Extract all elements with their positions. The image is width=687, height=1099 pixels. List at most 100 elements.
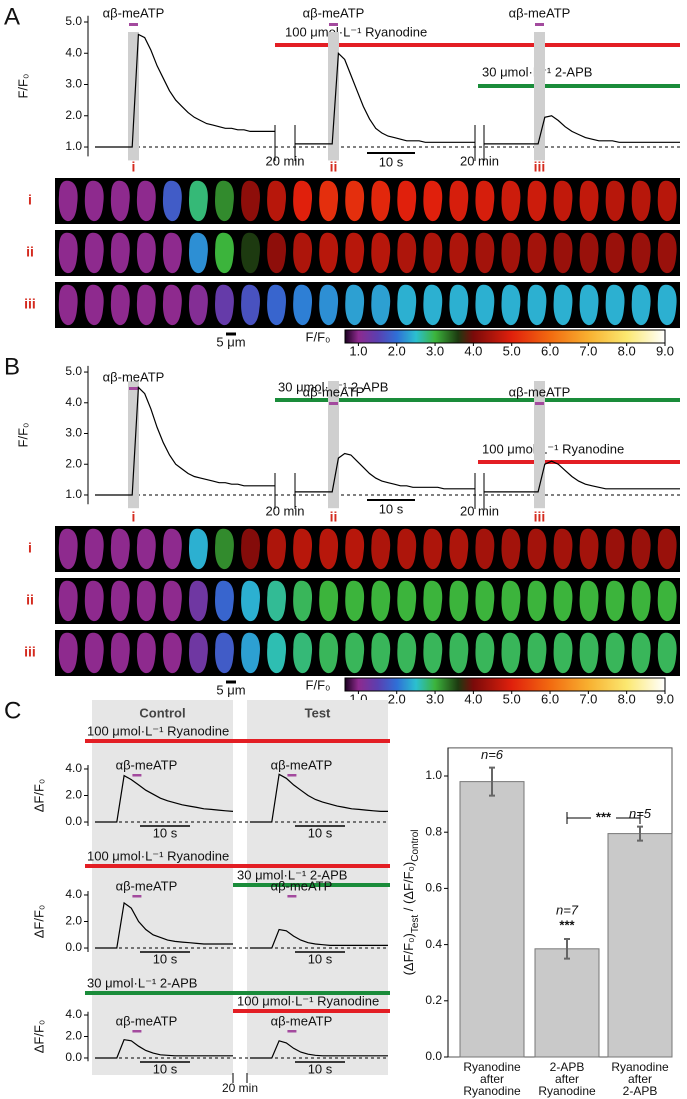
panel-label: B xyxy=(4,353,20,380)
cell-frame xyxy=(371,284,391,326)
y-axis-label: F/F₀ xyxy=(15,423,30,448)
cell-frame xyxy=(58,232,78,274)
x-tick-label: Ryanodine xyxy=(611,1060,669,1074)
cell-frame xyxy=(188,632,208,674)
cell-frame xyxy=(162,528,182,570)
strip-row-label: iii xyxy=(24,644,36,660)
cell-frame xyxy=(110,180,130,222)
cell-frame xyxy=(397,284,417,326)
cell-frame xyxy=(475,232,495,274)
y-tick-label: 4.0 xyxy=(65,887,82,901)
trace xyxy=(295,51,475,145)
y-tick-label: 2.0 xyxy=(65,914,82,928)
y-axis-label-part: Control xyxy=(410,829,421,861)
time-scalebar-label: 10 s xyxy=(379,154,404,169)
stimulus-bar xyxy=(287,1030,297,1033)
y-tick-label: 4.0 xyxy=(65,761,82,775)
cell-frame xyxy=(449,284,469,326)
colorbar-tick-label: 9.0 xyxy=(656,343,674,358)
trace xyxy=(95,774,234,823)
space-scalebar-label: 5 μm xyxy=(216,682,245,697)
cell-frame xyxy=(84,180,104,222)
cell-frame xyxy=(423,528,443,570)
cell-frame xyxy=(293,580,313,622)
cell-frame xyxy=(501,528,521,570)
bar xyxy=(534,948,600,1058)
cell-frame xyxy=(553,284,573,326)
cell-frame xyxy=(58,180,78,222)
cell-frame xyxy=(605,580,625,622)
y-tick-label: 5.0 xyxy=(65,364,82,378)
trace xyxy=(95,386,275,496)
strip-row-label: iii xyxy=(24,296,36,312)
cell-frame xyxy=(345,232,365,274)
segment-marker: iii xyxy=(534,159,546,175)
cell-frame xyxy=(215,284,234,326)
time-scalebar-label: 10 s xyxy=(153,825,178,840)
cell-frame xyxy=(215,580,234,622)
cell-frame xyxy=(371,580,391,622)
cell-frame xyxy=(553,180,573,222)
cell-frame xyxy=(267,232,287,274)
segment-marker: i xyxy=(132,509,136,525)
cell-frame xyxy=(241,528,260,570)
cell-frame xyxy=(371,180,391,222)
cell-frame xyxy=(241,180,260,222)
y-tick-label: 3.0 xyxy=(65,426,82,440)
trace xyxy=(250,928,388,949)
x-tick-label: after xyxy=(480,1072,504,1086)
cell-frame xyxy=(162,180,182,222)
colorbar-tick-label: 7.0 xyxy=(579,343,597,358)
y-tick-label: 1.0 xyxy=(65,487,82,501)
cell-frame xyxy=(215,180,234,222)
time-scalebar-label: 10 s xyxy=(308,825,333,840)
treatment-label: 100 μmol·L⁻¹ Ryanodine xyxy=(87,723,229,738)
cell-frame xyxy=(371,232,391,274)
stimulus-label: αβ-meATP xyxy=(303,5,365,20)
y-axis-label-part: (ΔF/F₀) xyxy=(401,933,416,975)
cell-frame xyxy=(84,232,104,274)
trace xyxy=(250,1040,388,1059)
stimulus-band xyxy=(328,381,339,509)
y-tick-label: 1.0 xyxy=(425,768,442,782)
image-strip-bg xyxy=(55,630,680,676)
cell-frame xyxy=(527,580,547,622)
stimulus-label: αβ-meATP xyxy=(509,5,571,20)
cell-frame xyxy=(631,580,651,622)
cell-frame xyxy=(84,528,104,570)
cell-frame xyxy=(136,528,156,570)
y-tick-label: 4.0 xyxy=(65,1007,82,1021)
cell-frame xyxy=(657,632,677,674)
stimulus-bar xyxy=(287,774,297,777)
cell-frame xyxy=(371,528,391,570)
stimulus-label: αβ-meATP xyxy=(509,384,571,399)
cell-frame xyxy=(293,528,313,570)
colorbar xyxy=(344,677,666,692)
cell-frame xyxy=(449,528,469,570)
comparison-bracket xyxy=(566,812,641,824)
cell-frame xyxy=(501,180,521,222)
cell-frame xyxy=(345,580,365,622)
y-tick-label: 0.8 xyxy=(425,824,442,838)
cell-frame xyxy=(423,180,443,222)
cell-frame xyxy=(501,284,521,326)
cell-frame xyxy=(527,528,547,570)
significance: *** xyxy=(559,917,575,932)
cell-frame xyxy=(293,632,313,674)
stimulus-bar xyxy=(329,402,338,405)
cell-frame xyxy=(110,632,130,674)
treatment-label: 30 μmol·L⁻¹ 2-APB xyxy=(237,867,347,882)
gap-label: 20 min xyxy=(265,503,304,518)
stimulus-bar xyxy=(535,23,544,26)
cell-frame xyxy=(58,632,78,674)
y-axis-label: ΔF/F₀ xyxy=(31,1020,46,1054)
cell-frame xyxy=(188,180,208,222)
x-tick-label: Ryanodine xyxy=(463,1084,521,1098)
colorbar-label: F/F₀ xyxy=(306,329,331,344)
cell-frame xyxy=(397,180,417,222)
cell-frame xyxy=(319,284,339,326)
segment-marker: iii xyxy=(534,509,546,525)
treatment-label: 30 μmol·L⁻¹ 2-APB xyxy=(87,975,197,990)
cell-frame xyxy=(319,528,339,570)
